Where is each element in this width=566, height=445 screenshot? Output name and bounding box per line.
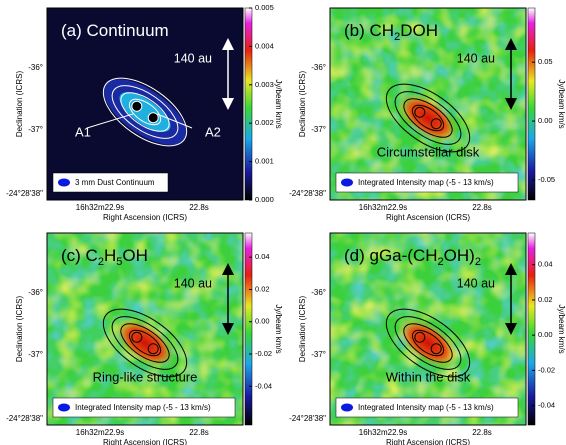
- legend-beam: [58, 404, 70, 412]
- colorbar-tick-label: 0.02: [538, 295, 553, 304]
- legend-text: 3 mm Dust Continuum: [75, 178, 155, 187]
- y-tick-label: -37°: [28, 350, 43, 359]
- colorbar-tick-label: -0.05: [538, 175, 555, 184]
- title-subscript: 2: [475, 256, 481, 268]
- y-tick-label: -36°: [28, 288, 43, 297]
- colorbar-tick-label: 0.004: [255, 41, 274, 50]
- legend-beam: [341, 404, 353, 412]
- colorbar-tick-label: 0.04: [538, 260, 553, 269]
- y-axis-label: Declination (ICRS): [15, 71, 24, 138]
- colorbar-label: Jy/beam km/s: [274, 304, 283, 353]
- colorbar-tick-label: 0.003: [255, 80, 274, 89]
- colorbar-tick-label: 0.000: [255, 195, 274, 204]
- y-tick-label: -37°: [28, 125, 43, 134]
- colorbar-label: Jy/beam km/s: [557, 304, 566, 353]
- panel-title: (b) CH2DOH: [344, 21, 438, 42]
- y-tick-label: -37°: [311, 350, 326, 359]
- title-text: (d) gGa-(CH: [344, 246, 438, 265]
- title-text: OH: [122, 246, 148, 265]
- x-tick-label: 22.8s: [472, 428, 492, 437]
- scale-label: 140 au: [174, 276, 212, 290]
- title-text: H: [104, 246, 116, 265]
- legend-beam: [58, 179, 70, 187]
- colorbar-tick-label: 0.001: [255, 157, 274, 166]
- page: {"common":{"dec_ticks":["-36°","-37°","-…: [0, 0, 566, 445]
- y-tick-label: -24°28'38": [289, 414, 326, 423]
- source-label: A2: [205, 124, 221, 139]
- colorbar-tick-label: 0.00: [255, 317, 270, 326]
- panel-title: (a) Continuum: [61, 21, 169, 40]
- colorbar-tick-label: 0.005: [255, 3, 274, 12]
- panel-title: (d) gGa-(CH2OH)2: [344, 246, 481, 267]
- x-axis-label: Right Ascension (ICRS): [386, 438, 470, 445]
- colorbar: [245, 233, 252, 425]
- y-axis-label: Declination (ICRS): [298, 296, 307, 363]
- title-text: OH): [444, 246, 475, 265]
- colorbar-tick-label: 0.00: [538, 330, 553, 339]
- title-text: (b) CH: [344, 21, 394, 40]
- colorbar-label: Jy/beam km/s: [557, 79, 566, 128]
- colorbar-label: Jy/beam km/s: [274, 79, 283, 128]
- x-tick-label: 16h32m22.9s: [76, 428, 124, 437]
- colorbar: [245, 8, 252, 200]
- legend-text: Integrated Intensity map (-5 - 13 km/s): [75, 403, 211, 412]
- y-tick-label: -24°28'38": [289, 189, 326, 198]
- annotation: Within the disk: [386, 369, 471, 384]
- colorbar-tick-label: 0.05: [538, 57, 553, 66]
- x-tick-label: 22.8s: [189, 203, 209, 212]
- colorbar-tick-label: -0.04: [255, 381, 272, 390]
- y-tick-label: -36°: [311, 63, 326, 72]
- legend-text: Integrated Intensity map (-5 - 13 km/s): [358, 178, 494, 187]
- colorbar: [528, 233, 535, 425]
- x-tick-label: 16h32m22.9s: [76, 203, 124, 212]
- colorbar: [528, 8, 535, 200]
- scale-label: 140 au: [457, 51, 495, 65]
- legend-text: Integrated Intensity map (-5 - 13 km/s): [358, 403, 494, 412]
- scale-label: 140 au: [174, 51, 212, 65]
- y-tick-label: -24°28'38": [6, 414, 43, 423]
- x-axis-label: Right Ascension (ICRS): [103, 213, 187, 222]
- colorbar-tick-label: -0.02: [255, 349, 272, 358]
- x-tick-label: 22.8s: [472, 203, 492, 212]
- x-tick-label: 16h32m22.9s: [359, 428, 407, 437]
- title-text: (c) C: [61, 246, 98, 265]
- x-axis-label: Right Ascension (ICRS): [103, 438, 187, 445]
- annotation: Circumstellar disk: [377, 144, 480, 159]
- legend-beam: [341, 179, 353, 187]
- x-tick-label: 22.8s: [189, 428, 209, 437]
- x-tick-label: 16h32m22.9s: [359, 203, 407, 212]
- figure: (a) Continuum 140 au A1 A2 3 mm Dust Continu…: [0, 0, 566, 445]
- colorbar-tick-label: 0.02: [255, 284, 270, 293]
- y-tick-label: -36°: [28, 63, 43, 72]
- title-text: DOH: [400, 21, 438, 40]
- source-label: A1: [75, 124, 91, 139]
- y-axis-label: Declination (ICRS): [298, 71, 307, 138]
- colorbar-tick-label: 0.04: [255, 252, 270, 261]
- colorbar-tick-label: -0.02: [538, 365, 555, 374]
- y-tick-label: -24°28'38": [6, 189, 43, 198]
- panel-title: (c) C2H5OH: [61, 246, 148, 267]
- scale-label: 140 au: [457, 276, 495, 290]
- colorbar-tick-label: 0.002: [255, 118, 274, 127]
- colorbar-tick-label: 0.00: [538, 116, 553, 125]
- y-tick-label: -37°: [311, 125, 326, 134]
- y-tick-label: -36°: [311, 288, 326, 297]
- colorbar-tick-label: -0.04: [538, 401, 555, 410]
- title-text: (a) Continuum: [61, 21, 169, 40]
- x-axis-label: Right Ascension (ICRS): [386, 213, 470, 222]
- y-axis-label: Declination (ICRS): [15, 296, 24, 363]
- annotation: Ring-like structure: [93, 369, 198, 384]
